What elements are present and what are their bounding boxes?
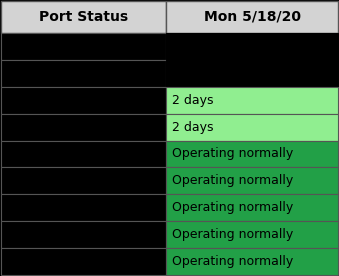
Text: Port Status: Port Status: [39, 10, 128, 24]
Text: Operating normally: Operating normally: [172, 201, 293, 214]
Bar: [166, 1, 338, 33]
Bar: [166, 87, 338, 114]
Text: Operating normally: Operating normally: [172, 255, 293, 268]
Bar: [1, 248, 166, 275]
Bar: [1, 60, 166, 87]
Bar: [166, 60, 338, 87]
Bar: [1, 140, 166, 168]
Bar: [1, 194, 166, 221]
Bar: [1, 114, 166, 140]
Text: 2 days: 2 days: [172, 121, 214, 134]
Bar: [1, 168, 166, 194]
Bar: [166, 114, 338, 140]
Bar: [166, 248, 338, 275]
Bar: [166, 194, 338, 221]
Text: Operating normally: Operating normally: [172, 228, 293, 241]
Bar: [1, 33, 166, 60]
Text: Operating normally: Operating normally: [172, 174, 293, 187]
Bar: [1, 221, 166, 248]
Bar: [1, 1, 166, 33]
Text: Operating normally: Operating normally: [172, 147, 293, 161]
Bar: [166, 33, 338, 60]
Bar: [166, 221, 338, 248]
Text: 2 days: 2 days: [172, 94, 214, 107]
Text: Mon 5/18/20: Mon 5/18/20: [203, 10, 301, 24]
Bar: [1, 87, 166, 114]
Bar: [166, 140, 338, 168]
Bar: [166, 168, 338, 194]
